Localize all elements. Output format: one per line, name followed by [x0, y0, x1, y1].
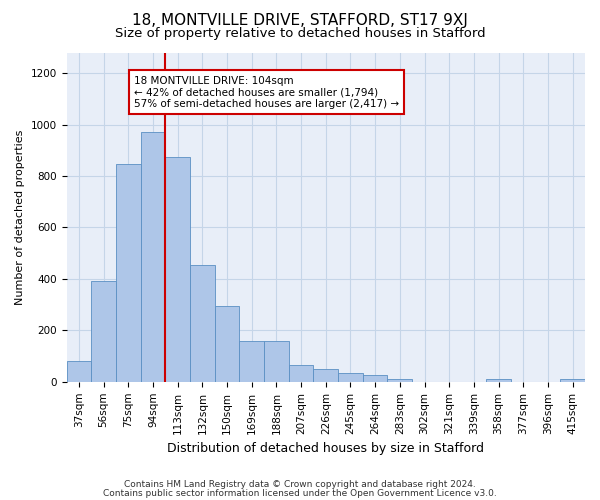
Bar	[165, 156, 190, 382]
Bar	[215, 306, 239, 382]
Bar	[91, 282, 116, 382]
Text: Contains public sector information licensed under the Open Government Licence v3: Contains public sector information licen…	[103, 488, 497, 498]
Bar	[264, 340, 289, 382]
Bar	[338, 373, 363, 382]
Bar	[140, 132, 165, 382]
Bar	[67, 361, 91, 382]
X-axis label: Distribution of detached houses by size in Stafford: Distribution of detached houses by size …	[167, 442, 484, 455]
Bar	[289, 365, 313, 382]
Text: 18 MONTVILLE DRIVE: 104sqm
← 42% of detached houses are smaller (1,794)
57% of s: 18 MONTVILLE DRIVE: 104sqm ← 42% of deta…	[134, 76, 399, 109]
Text: 18, MONTVILLE DRIVE, STAFFORD, ST17 9XJ: 18, MONTVILLE DRIVE, STAFFORD, ST17 9XJ	[132, 12, 468, 28]
Bar	[388, 379, 412, 382]
Bar	[486, 379, 511, 382]
Text: Contains HM Land Registry data © Crown copyright and database right 2024.: Contains HM Land Registry data © Crown c…	[124, 480, 476, 489]
Bar	[239, 340, 264, 382]
Bar	[313, 369, 338, 382]
Bar	[560, 379, 585, 382]
Text: Size of property relative to detached houses in Stafford: Size of property relative to detached ho…	[115, 28, 485, 40]
Y-axis label: Number of detached properties: Number of detached properties	[15, 130, 25, 305]
Bar	[190, 265, 215, 382]
Bar	[363, 376, 388, 382]
Bar	[116, 164, 140, 382]
